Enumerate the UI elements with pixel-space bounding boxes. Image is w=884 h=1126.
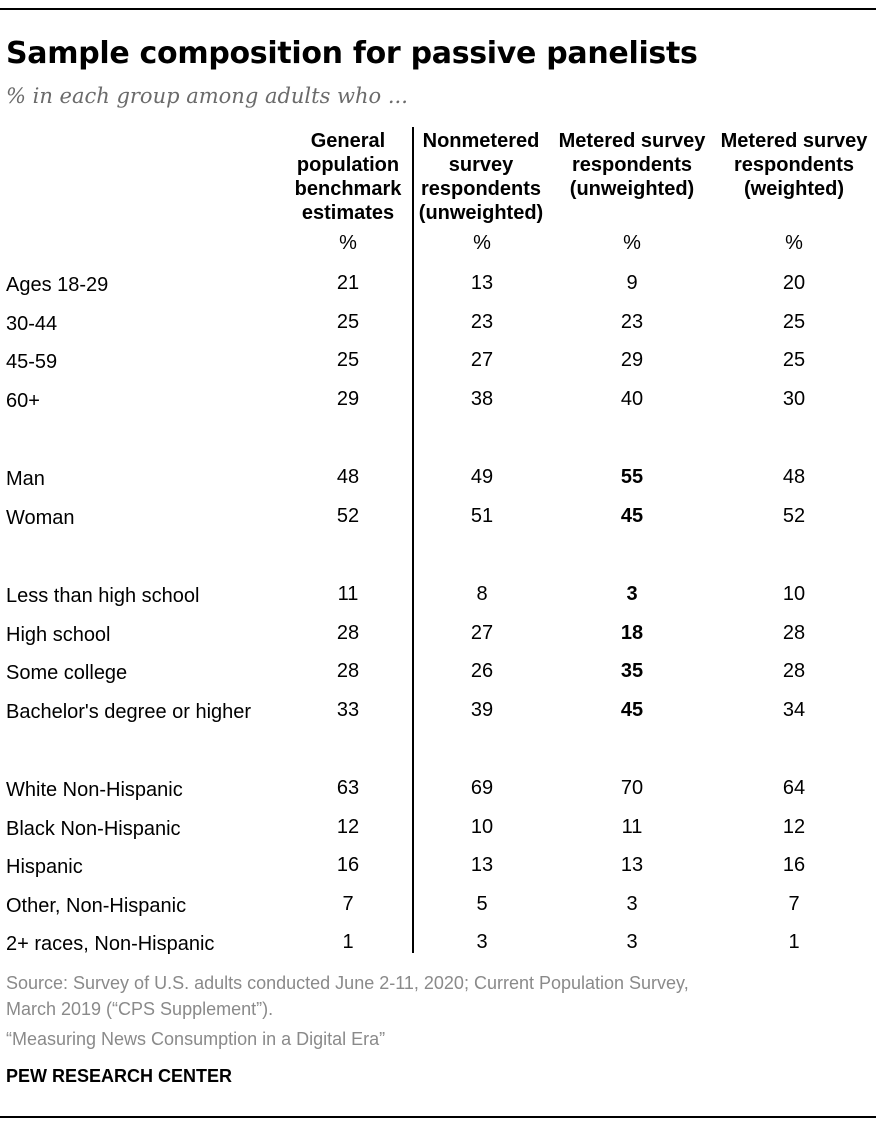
column-header-nonmetered: Nonmetered survey respondents (unweighte… bbox=[418, 130, 544, 224]
table-cell-value: 1 bbox=[788, 931, 800, 953]
table-cell-value: 52 bbox=[336, 504, 360, 527]
row-label: 60+ bbox=[6, 389, 40, 412]
table-cell-value: 1 bbox=[342, 931, 354, 953]
table-cell-value: 49 bbox=[470, 466, 494, 488]
table-cell-value: 25 bbox=[336, 349, 360, 371]
row-label: Less than high school bbox=[6, 585, 200, 607]
table-cell-value: 13 bbox=[620, 854, 644, 876]
row-label: Ages 18-29 bbox=[6, 274, 109, 296]
report-title-note: “Measuring News Consumption in a Digital… bbox=[6, 1029, 386, 1049]
table-cell-value: 10 bbox=[470, 815, 494, 838]
table-cell-value: 27 bbox=[470, 621, 494, 644]
chart-subtitle: % in each group among adults who ... bbox=[6, 84, 408, 108]
table-cell-value: 28 bbox=[336, 660, 360, 682]
table-cell-value: 12 bbox=[782, 815, 806, 838]
table-cell-value: 52 bbox=[782, 504, 806, 527]
table-cell-value: 55 bbox=[620, 466, 644, 488]
table-cell-value: 25 bbox=[782, 310, 806, 333]
chart-title: Sample composition for passive panelists bbox=[6, 36, 698, 71]
table-cell-value: 63 bbox=[336, 777, 360, 799]
table-cell-value: 25 bbox=[782, 349, 806, 371]
column-divider bbox=[412, 127, 414, 953]
top-rule bbox=[0, 8, 876, 10]
table-cell-value: 7 bbox=[342, 892, 354, 915]
table-cell-value: 10 bbox=[782, 583, 806, 605]
source-note-line-1: Source: Survey of U.S. adults conducted … bbox=[6, 973, 689, 993]
table-cell-value: 11 bbox=[621, 815, 643, 838]
row-label: Black Non-Hispanic bbox=[6, 817, 181, 840]
table-cell-value: 48 bbox=[336, 466, 360, 488]
table-cell-value: 45 bbox=[620, 698, 644, 721]
table-cell-value: 7 bbox=[788, 892, 800, 915]
row-label: 45-59 bbox=[6, 351, 58, 373]
row-label: 30-44 bbox=[6, 312, 58, 335]
source-note-line-2: March 2019 (“CPS Supplement”). bbox=[6, 999, 274, 1019]
table-cell-value: 27 bbox=[470, 349, 494, 371]
table-cell-value: 35 bbox=[620, 660, 644, 682]
table-cell-value: 9 bbox=[626, 272, 638, 294]
table-cell-value: 25 bbox=[336, 310, 360, 333]
table-cell-value: 29 bbox=[336, 387, 360, 410]
table-cell-value: 38 bbox=[470, 387, 494, 410]
table-cell-value: 13 bbox=[470, 854, 494, 876]
table-cell-value: 70 bbox=[620, 777, 644, 799]
table-cell-value: 48 bbox=[782, 466, 806, 488]
table-cell-value: 40 bbox=[620, 387, 644, 410]
table-cell-value: 3 bbox=[626, 892, 638, 915]
unit-label: % bbox=[473, 232, 491, 254]
row-label: Other, Non-Hispanic bbox=[6, 894, 187, 917]
table-cell-value: 3 bbox=[626, 583, 638, 605]
row-label: Hispanic bbox=[6, 856, 83, 878]
brand-logo-text: PEW RESEARCH CENTER bbox=[6, 1066, 233, 1086]
table-cell-value: 33 bbox=[336, 698, 360, 721]
row-label: Man bbox=[6, 468, 45, 490]
table-cell-value: 5 bbox=[476, 892, 488, 915]
table-cell-value: 11 bbox=[337, 583, 359, 605]
table-cell-value: 28 bbox=[782, 621, 806, 644]
row-label: Woman bbox=[6, 506, 75, 529]
table-cell-value: 28 bbox=[782, 660, 806, 682]
table-cell-value: 51 bbox=[470, 504, 494, 527]
column-header-metered-weighted: Metered survey respondents (weighted) bbox=[720, 130, 868, 200]
column-header-metered-unweighted: Metered survey respondents (unweighted) bbox=[558, 130, 706, 200]
table-cell-value: 23 bbox=[470, 310, 494, 333]
table-cell-value: 20 bbox=[782, 272, 806, 294]
table-cell-value: 8 bbox=[476, 583, 488, 605]
row-label: High school bbox=[6, 623, 111, 646]
row-label: 2+ races, Non-Hispanic bbox=[6, 933, 215, 955]
table-cell-value: 69 bbox=[470, 777, 494, 799]
table-cell-value: 23 bbox=[620, 310, 644, 333]
table-cell-value: 28 bbox=[336, 621, 360, 644]
table-cell-value: 3 bbox=[476, 931, 488, 953]
table-cell-value: 3 bbox=[626, 931, 638, 953]
column-header-benchmark: General population benchmark estimates bbox=[294, 130, 402, 224]
bottom-rule bbox=[0, 1116, 876, 1118]
table-cell-value: 34 bbox=[782, 698, 806, 721]
table-cell-value: 21 bbox=[336, 272, 360, 294]
row-label: Some college bbox=[6, 662, 128, 684]
table-cell-value: 45 bbox=[620, 504, 644, 527]
row-label: Bachelor's degree or higher bbox=[6, 700, 252, 723]
table-cell-value: 39 bbox=[470, 698, 494, 721]
table-cell-value: 29 bbox=[620, 349, 644, 371]
table-cell-value: 16 bbox=[336, 854, 360, 876]
table-cell-value: 64 bbox=[782, 777, 806, 799]
table-cell-value: 13 bbox=[470, 272, 494, 294]
table-cell-value: 16 bbox=[782, 854, 806, 876]
table-cell-value: 30 bbox=[782, 387, 806, 410]
table-cell-value: 26 bbox=[470, 660, 494, 682]
unit-label: % bbox=[339, 232, 357, 254]
table-cell-value: 12 bbox=[336, 815, 360, 838]
unit-label: % bbox=[623, 232, 641, 254]
unit-label: % bbox=[785, 232, 803, 254]
table-cell-value: 18 bbox=[620, 621, 644, 644]
row-label: White Non-Hispanic bbox=[6, 779, 183, 801]
